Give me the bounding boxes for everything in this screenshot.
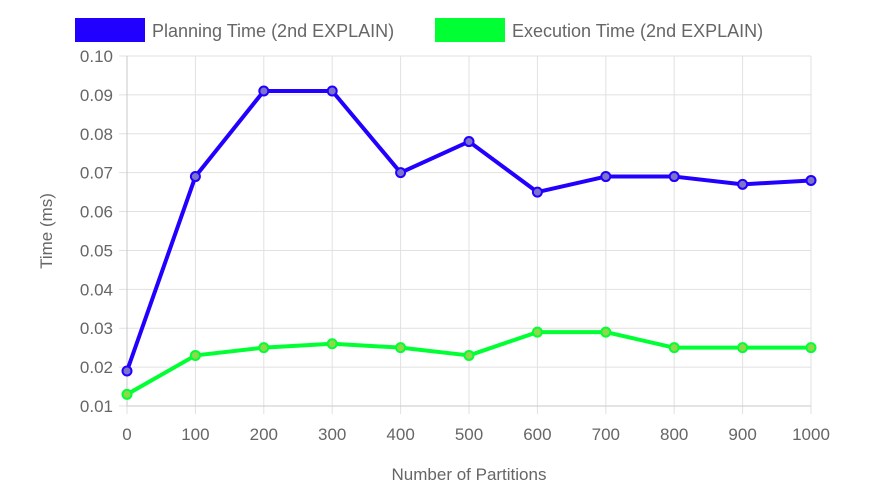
y-tick-label: 0.03 [80, 319, 113, 338]
series-execution-time [121, 326, 817, 400]
data-point[interactable] [600, 171, 612, 183]
y-tick-label: 0.02 [80, 358, 113, 377]
data-point[interactable] [463, 136, 475, 148]
x-axis-title: Number of Partitions [392, 465, 547, 484]
data-point[interactable] [258, 342, 270, 354]
legend-swatch [435, 18, 505, 42]
data-point[interactable] [189, 171, 201, 183]
x-tick-label: 400 [386, 425, 414, 444]
legend-item-planning-time[interactable]: Planning Time (2nd EXPLAIN) [75, 18, 394, 42]
x-tick-label: 700 [592, 425, 620, 444]
x-tick-label: 300 [318, 425, 346, 444]
data-point[interactable] [805, 174, 817, 186]
x-tick-label: 600 [523, 425, 551, 444]
x-tick-label: 500 [455, 425, 483, 444]
legend-swatch [75, 18, 145, 42]
data-point[interactable] [326, 85, 338, 97]
x-tick-label: 1000 [792, 425, 830, 444]
legend-item-execution-time[interactable]: Execution Time (2nd EXPLAIN) [435, 18, 763, 42]
y-axis-title: Time (ms) [37, 193, 56, 269]
data-point[interactable] [600, 326, 612, 338]
y-tick-label: 0.10 [80, 47, 113, 66]
series [121, 85, 817, 400]
series-planning-time [121, 85, 817, 377]
x-tick-label: 900 [728, 425, 756, 444]
data-point[interactable] [463, 349, 475, 361]
legend: Planning Time (2nd EXPLAIN) Execution Tim… [75, 18, 763, 42]
data-point[interactable] [395, 167, 407, 179]
data-point[interactable] [668, 171, 680, 183]
data-point[interactable] [258, 85, 270, 97]
data-point[interactable] [121, 365, 133, 377]
data-point[interactable] [805, 342, 817, 354]
y-tick-labels: 0.01 0.02 0.03 0.04 0.05 0.06 0.07 0.08 0.09 0.10 [80, 47, 113, 416]
y-tick-label: 0.01 [80, 397, 113, 416]
x-tick-label: 200 [250, 425, 278, 444]
y-tick-label: 0.06 [80, 203, 113, 222]
data-point[interactable] [326, 338, 338, 350]
data-point[interactable] [121, 388, 133, 400]
data-point[interactable] [189, 349, 201, 361]
data-point[interactable] [531, 186, 543, 198]
x-tick-label: 800 [660, 425, 688, 444]
y-tick-label: 0.04 [80, 280, 113, 299]
y-tick-label: 0.07 [80, 164, 113, 183]
legend-label: Execution Time (2nd EXPLAIN) [512, 21, 763, 41]
y-tick-label: 0.09 [80, 86, 113, 105]
axes [126, 56, 811, 407]
data-point[interactable] [737, 342, 749, 354]
x-tick-labels: 0 100 200 300 400 500 600 700 800 900 1000 [122, 425, 830, 444]
x-tick-label: 100 [181, 425, 209, 444]
data-point[interactable] [395, 342, 407, 354]
data-point[interactable] [531, 326, 543, 338]
y-tick-label: 0.08 [80, 125, 113, 144]
grid [119, 55, 812, 414]
data-point[interactable] [737, 178, 749, 190]
legend-label: Planning Time (2nd EXPLAIN) [152, 21, 394, 41]
data-point[interactable] [668, 342, 680, 354]
x-tick-label: 0 [122, 425, 131, 444]
y-tick-label: 0.05 [80, 241, 113, 260]
